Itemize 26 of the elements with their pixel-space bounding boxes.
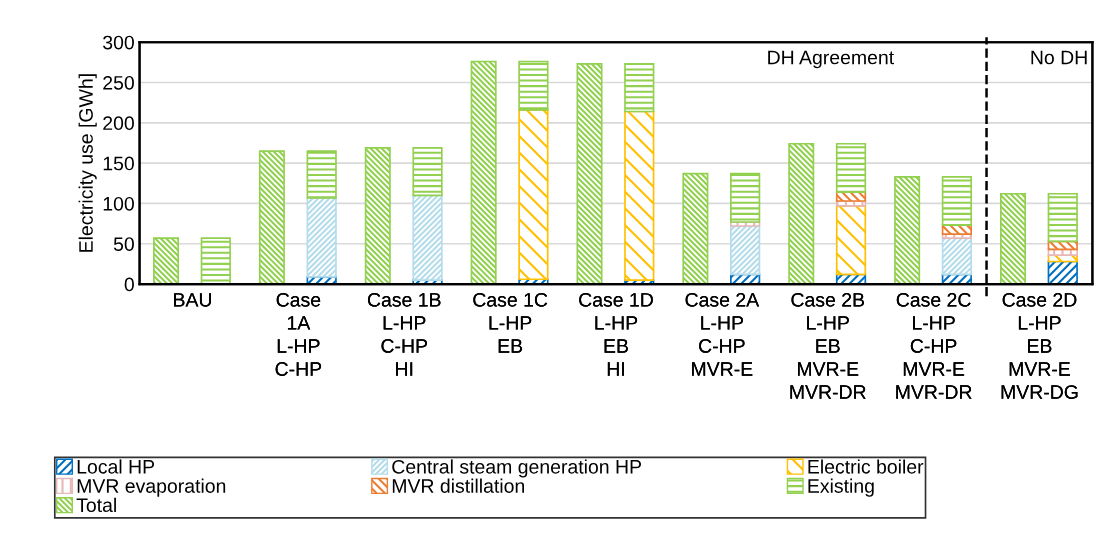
legend-label: Local HP: [77, 459, 155, 474]
x-tick-label: Case 2C L-HP C-HP MVR-E MVR-DR: [896, 292, 972, 399]
legend-label: Total: [76, 497, 116, 513]
y-axis-title: Electricity use [GWh]: [78, 74, 97, 252]
x-tick-label: Case 2D L-HP EB MVR-E MVR-DG: [1001, 292, 1078, 399]
annotation: DH Agreement: [768, 50, 894, 69]
legend-label: Existing: [808, 478, 874, 497]
x-tick-label: Case 2A L-HP C-HP MVR-E: [685, 292, 760, 376]
legend-label: Electric boiler: [808, 459, 924, 474]
x-tick-label: Case 1D L-HP EB HI: [579, 292, 653, 376]
x-tick-label: Case 2B L-HP EB MVR-E MVR-DR: [790, 292, 866, 399]
x-tick-label: Case 1C L-HP EB: [473, 292, 548, 353]
x-tick-label: BAU: [174, 293, 211, 307]
y-tick-label: 50: [113, 237, 134, 252]
legend-label: Central steam generation HP: [392, 459, 641, 478]
y-tick-label: 150: [103, 156, 134, 171]
x-tick-label: Case 1B L-HP C-HP HI: [367, 292, 441, 376]
y-tick-label: 300: [103, 35, 134, 50]
annotation: No DH: [1031, 50, 1087, 65]
y-tick-label: 0: [124, 277, 134, 292]
y-tick-label: 200: [103, 116, 134, 131]
y-tick-label: 100: [103, 196, 134, 211]
legend-label: MVR evaporation: [77, 478, 226, 497]
y-tick-label: 250: [103, 75, 134, 90]
legend-label: MVR distillation: [392, 478, 524, 493]
x-tick-label: Case 1A L-HP C-HP: [275, 292, 322, 376]
